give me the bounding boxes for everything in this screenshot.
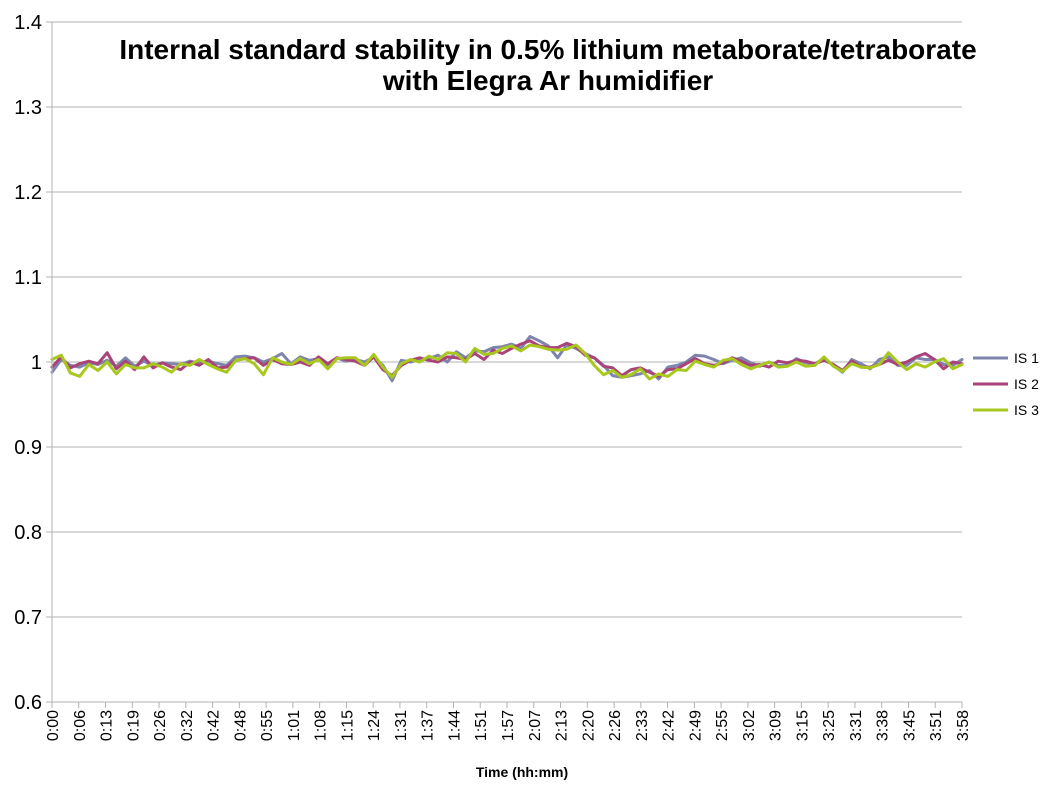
x-tick-label: 1:51 — [473, 710, 490, 741]
x-tick-label: 1:57 — [500, 710, 517, 741]
x-tick-label: 3:31 — [848, 710, 865, 741]
y-tick-label: 1.1 — [14, 267, 42, 289]
x-tick-label: 0:26 — [152, 710, 169, 741]
x-tick-label: 0:13 — [99, 710, 116, 741]
x-tick-label: 3:09 — [768, 710, 785, 741]
y-tick-label: 1 — [31, 352, 42, 374]
x-tick-label: 1:44 — [446, 710, 463, 741]
y-tick-label: 0.7 — [14, 607, 42, 629]
x-tick-label: 3:15 — [794, 710, 811, 741]
x-axis-label: Time (hh:mm) — [476, 764, 568, 780]
legend-label-1: IS 1 — [1014, 350, 1039, 366]
x-tick-label: 2:26 — [607, 710, 624, 741]
x-tick-label: 0:06 — [72, 710, 89, 741]
x-tick-label: 3:02 — [741, 710, 758, 741]
x-tick-label: 1:24 — [366, 710, 383, 741]
x-tick-label: 2:20 — [580, 710, 597, 741]
x-tick-label: 2:13 — [554, 710, 571, 741]
x-tick-label: 2:49 — [687, 710, 704, 741]
x-tick-label: 3:38 — [875, 710, 892, 741]
series-line-3 — [50, 343, 964, 381]
chart-title-line-1: Internal standard stability in 0.5% lith… — [119, 34, 976, 65]
x-tick-label: 0:00 — [45, 710, 62, 741]
x-tick-label: 2:07 — [527, 710, 544, 741]
y-tick-label: 0.8 — [14, 522, 42, 544]
y-tick-label: 1.4 — [14, 12, 42, 34]
y-tick-label: 0.9 — [14, 437, 42, 459]
x-tick-label: 1:01 — [286, 710, 303, 741]
y-axis-ticks: 0.6 0.7 0.8 0.9 1 1.1 1.2 1.3 1.4 — [14, 12, 52, 714]
x-tick-label: 0:55 — [259, 710, 276, 741]
chart-title-line-2: with Elegra Ar humidifier — [382, 65, 713, 96]
x-tick-label: 0:32 — [179, 710, 196, 741]
x-tick-label: 0:48 — [232, 710, 249, 741]
legend-label-3: IS 3 — [1014, 402, 1039, 418]
x-tick-label: 0:42 — [206, 710, 223, 741]
x-tick-label: 1:37 — [420, 710, 437, 741]
x-tick-label: 1:08 — [313, 710, 330, 741]
x-tick-label: 2:42 — [661, 710, 678, 741]
x-tick-label: 1:31 — [393, 710, 410, 741]
x-tick-label: 0:19 — [125, 710, 142, 741]
y-tick-label: 1.3 — [14, 97, 42, 119]
x-tick-label: 3:58 — [955, 710, 972, 741]
x-tick-label: 3:45 — [901, 710, 918, 741]
legend: IS 1 IS 2 IS 3 — [973, 350, 1039, 418]
y-tick-label: 0.6 — [14, 692, 42, 714]
x-tick-label: 3:25 — [821, 710, 838, 741]
legend-label-2: IS 2 — [1014, 376, 1039, 392]
x-tick-label: 1:15 — [339, 710, 356, 741]
x-tick-label: 2:33 — [634, 710, 651, 741]
series-lines — [50, 335, 964, 383]
y-tick-label: 1.2 — [14, 182, 42, 204]
x-tick-label: 2:55 — [714, 710, 731, 741]
x-tick-label: 3:51 — [928, 710, 945, 741]
x-axis-ticks: 0:00 0:06 0:13 0:19 0:26 0:32 0:42 0:48 0:55 1:01… — [45, 702, 972, 741]
